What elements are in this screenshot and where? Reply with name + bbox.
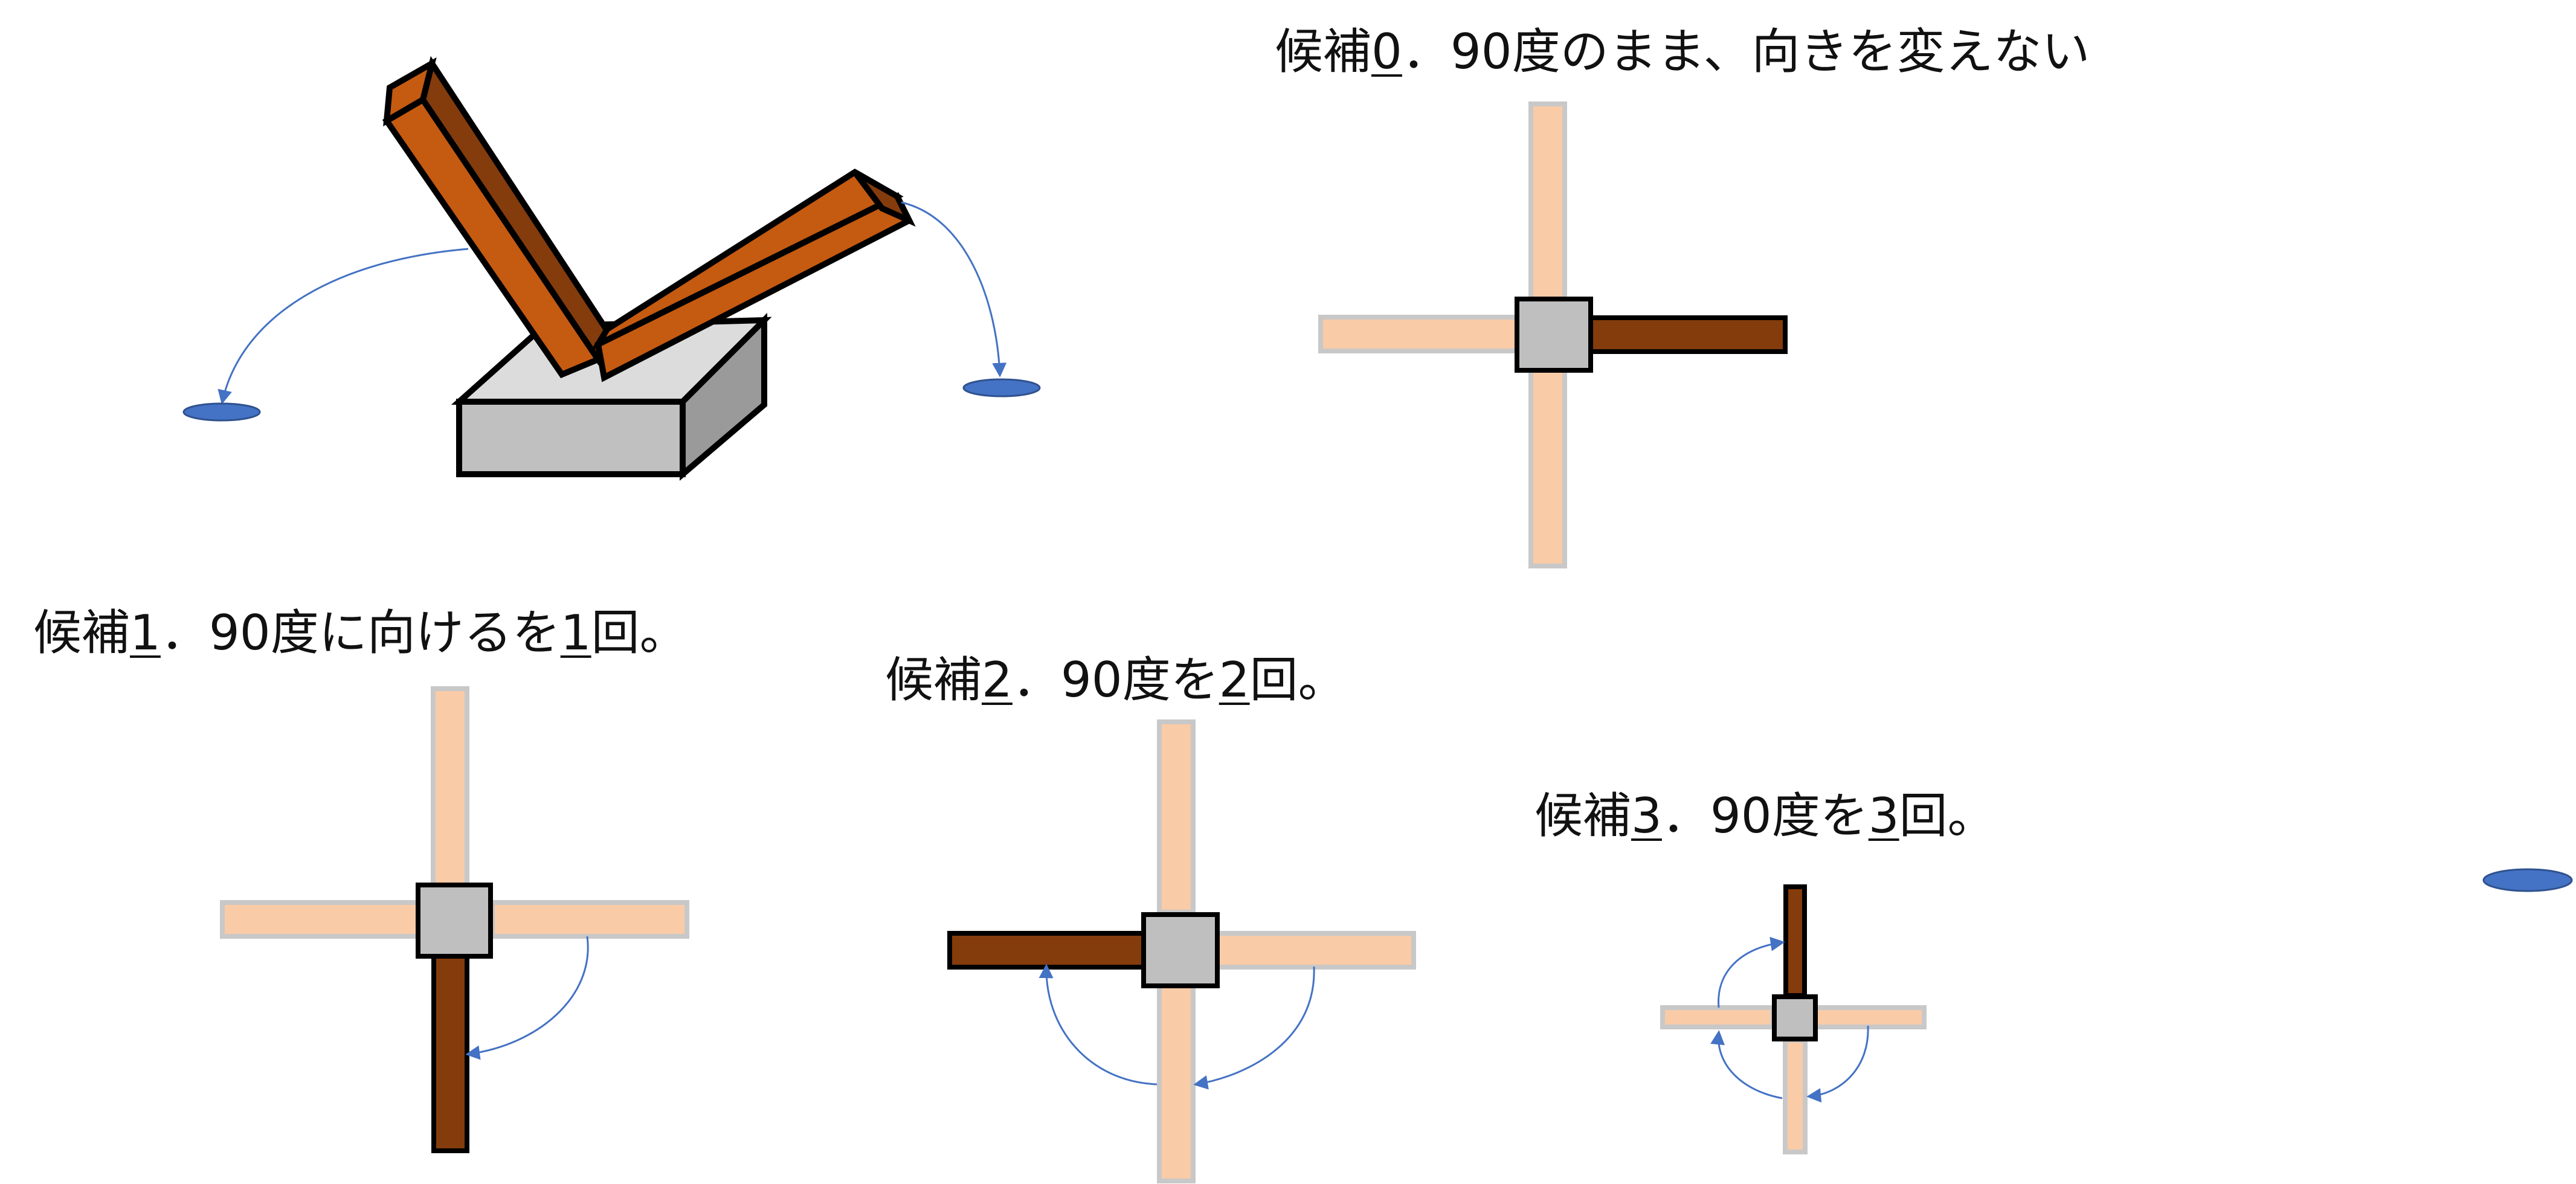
hub [1772,994,1818,1041]
candidate-number: 0 [1371,24,1402,80]
left-arm-end [383,57,437,127]
arm-left-active [947,931,1151,970]
arm-up [1157,719,1196,915]
rotate-arrow-2 [1038,964,1158,1086]
caption-text: ．90度を [1012,652,1219,708]
repeat-count: 3 [1868,788,1899,844]
caption-text: ．90度のまま、向きを変えない [1402,24,2090,80]
base-front-face [456,399,686,477]
arm-right [1212,931,1416,970]
caption-prefix: 候補 [885,652,982,708]
arm-left [1318,315,1522,353]
repeat-count: 1 [560,605,591,661]
caption-suffix: 回。 [1899,788,1996,844]
arm-down [1783,1038,1808,1154]
candidate-number: 2 [982,652,1013,708]
caption-prefix: 候補 [33,605,130,661]
candidate-number: 3 [1631,788,1662,844]
candidate-3-diagram [1660,884,1927,1154]
rotate-arrow-2 [1710,1030,1783,1099]
hub [416,883,493,959]
target-spot-right-edge [2482,868,2573,892]
arm-up-active [1783,884,1807,998]
arm-right-active [1586,315,1788,354]
caption-text: ．90度に向けるを [160,605,561,661]
caption-prefix: 候補 [1275,24,1371,80]
arm-down [1157,982,1196,1183]
candidate-1-diagram [220,686,689,1153]
arm-right [1810,1005,1927,1029]
repeat-count: 2 [1219,652,1250,708]
rotate-arrow-3 [1718,936,1785,1008]
caption-text: ．90度を [1661,788,1869,844]
caption-suffix: 回。 [1249,652,1347,708]
arm-left [220,900,421,939]
caption-candidate-2: 候補2．90度を2回。 [885,651,1347,709]
base-side-face [680,312,767,481]
hub [1141,912,1220,988]
candidate-number: 1 [130,605,161,661]
isometric-robot-arm-illustration [182,56,1041,481]
left-arm-front [382,95,603,379]
caption-candidate-1: 候補1．90度に向けるを1回。 [33,604,688,662]
left-target-spot [182,402,261,422]
arm-up [431,686,469,887]
left-swing-arrow [217,248,469,405]
arm-left [1660,1005,1776,1029]
candidate-2-diagram [947,719,1416,1183]
rotate-arrow-1 [465,936,589,1060]
right-target-spot [962,378,1041,397]
right-arm-end [852,169,916,227]
arm-down-active [431,952,469,1153]
caption-candidate-0: 候補0．90度のまま、向きを変えない [1275,23,2090,81]
rotate-arrow-1 [1193,966,1315,1090]
hub [1515,297,1593,373]
caption-suffix: 回。 [591,605,688,661]
caption-candidate-3: 候補3．90度を3回。 [1534,787,1996,845]
caption-prefix: 候補 [1534,788,1631,844]
arm-right [490,900,689,939]
rotate-arrow-1 [1806,1025,1869,1103]
candidate-0-diagram [1318,101,1788,568]
right-swing-arrow [901,201,1007,378]
